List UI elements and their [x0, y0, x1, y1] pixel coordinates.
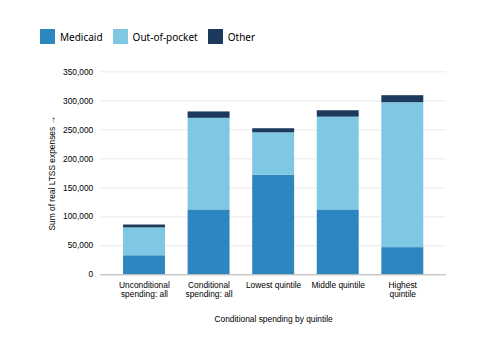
svg-text:Conditional spending by quinti: Conditional spending by quintile	[214, 314, 333, 324]
svg-text:100,000: 100,000	[63, 211, 94, 221]
html-text:Out-of-pocket: Out-of-pocket	[132, 29, 198, 44]
svg-text:50,000: 50,000	[68, 240, 94, 250]
svg-text:Unconditionalspending: all: Unconditionalspending: all	[119, 280, 170, 298]
svg-text:Highestquintile: Highestquintile	[389, 280, 418, 298]
svg-text:Sum of real LTSS expenses →: Sum of real LTSS expenses →	[47, 116, 57, 230]
svg-text:Lowest quintile: Lowest quintile	[246, 280, 302, 290]
svg-text:Conditionalspending: all: Conditionalspending: all	[185, 280, 232, 298]
html-text:Other: Other	[227, 29, 256, 44]
html-text:Medicaid: Medicaid	[60, 29, 103, 44]
svg-text:300,000: 300,000	[63, 96, 94, 106]
svg-text:150,000: 150,000	[63, 182, 94, 192]
svg-text:0: 0	[89, 269, 94, 279]
svg-text:250,000: 250,000	[63, 125, 94, 135]
svg-text:Middle quintile: Middle quintile	[311, 280, 365, 290]
svg-text:350,000: 350,000	[63, 67, 94, 77]
svg-text:200,000: 200,000	[63, 154, 94, 164]
